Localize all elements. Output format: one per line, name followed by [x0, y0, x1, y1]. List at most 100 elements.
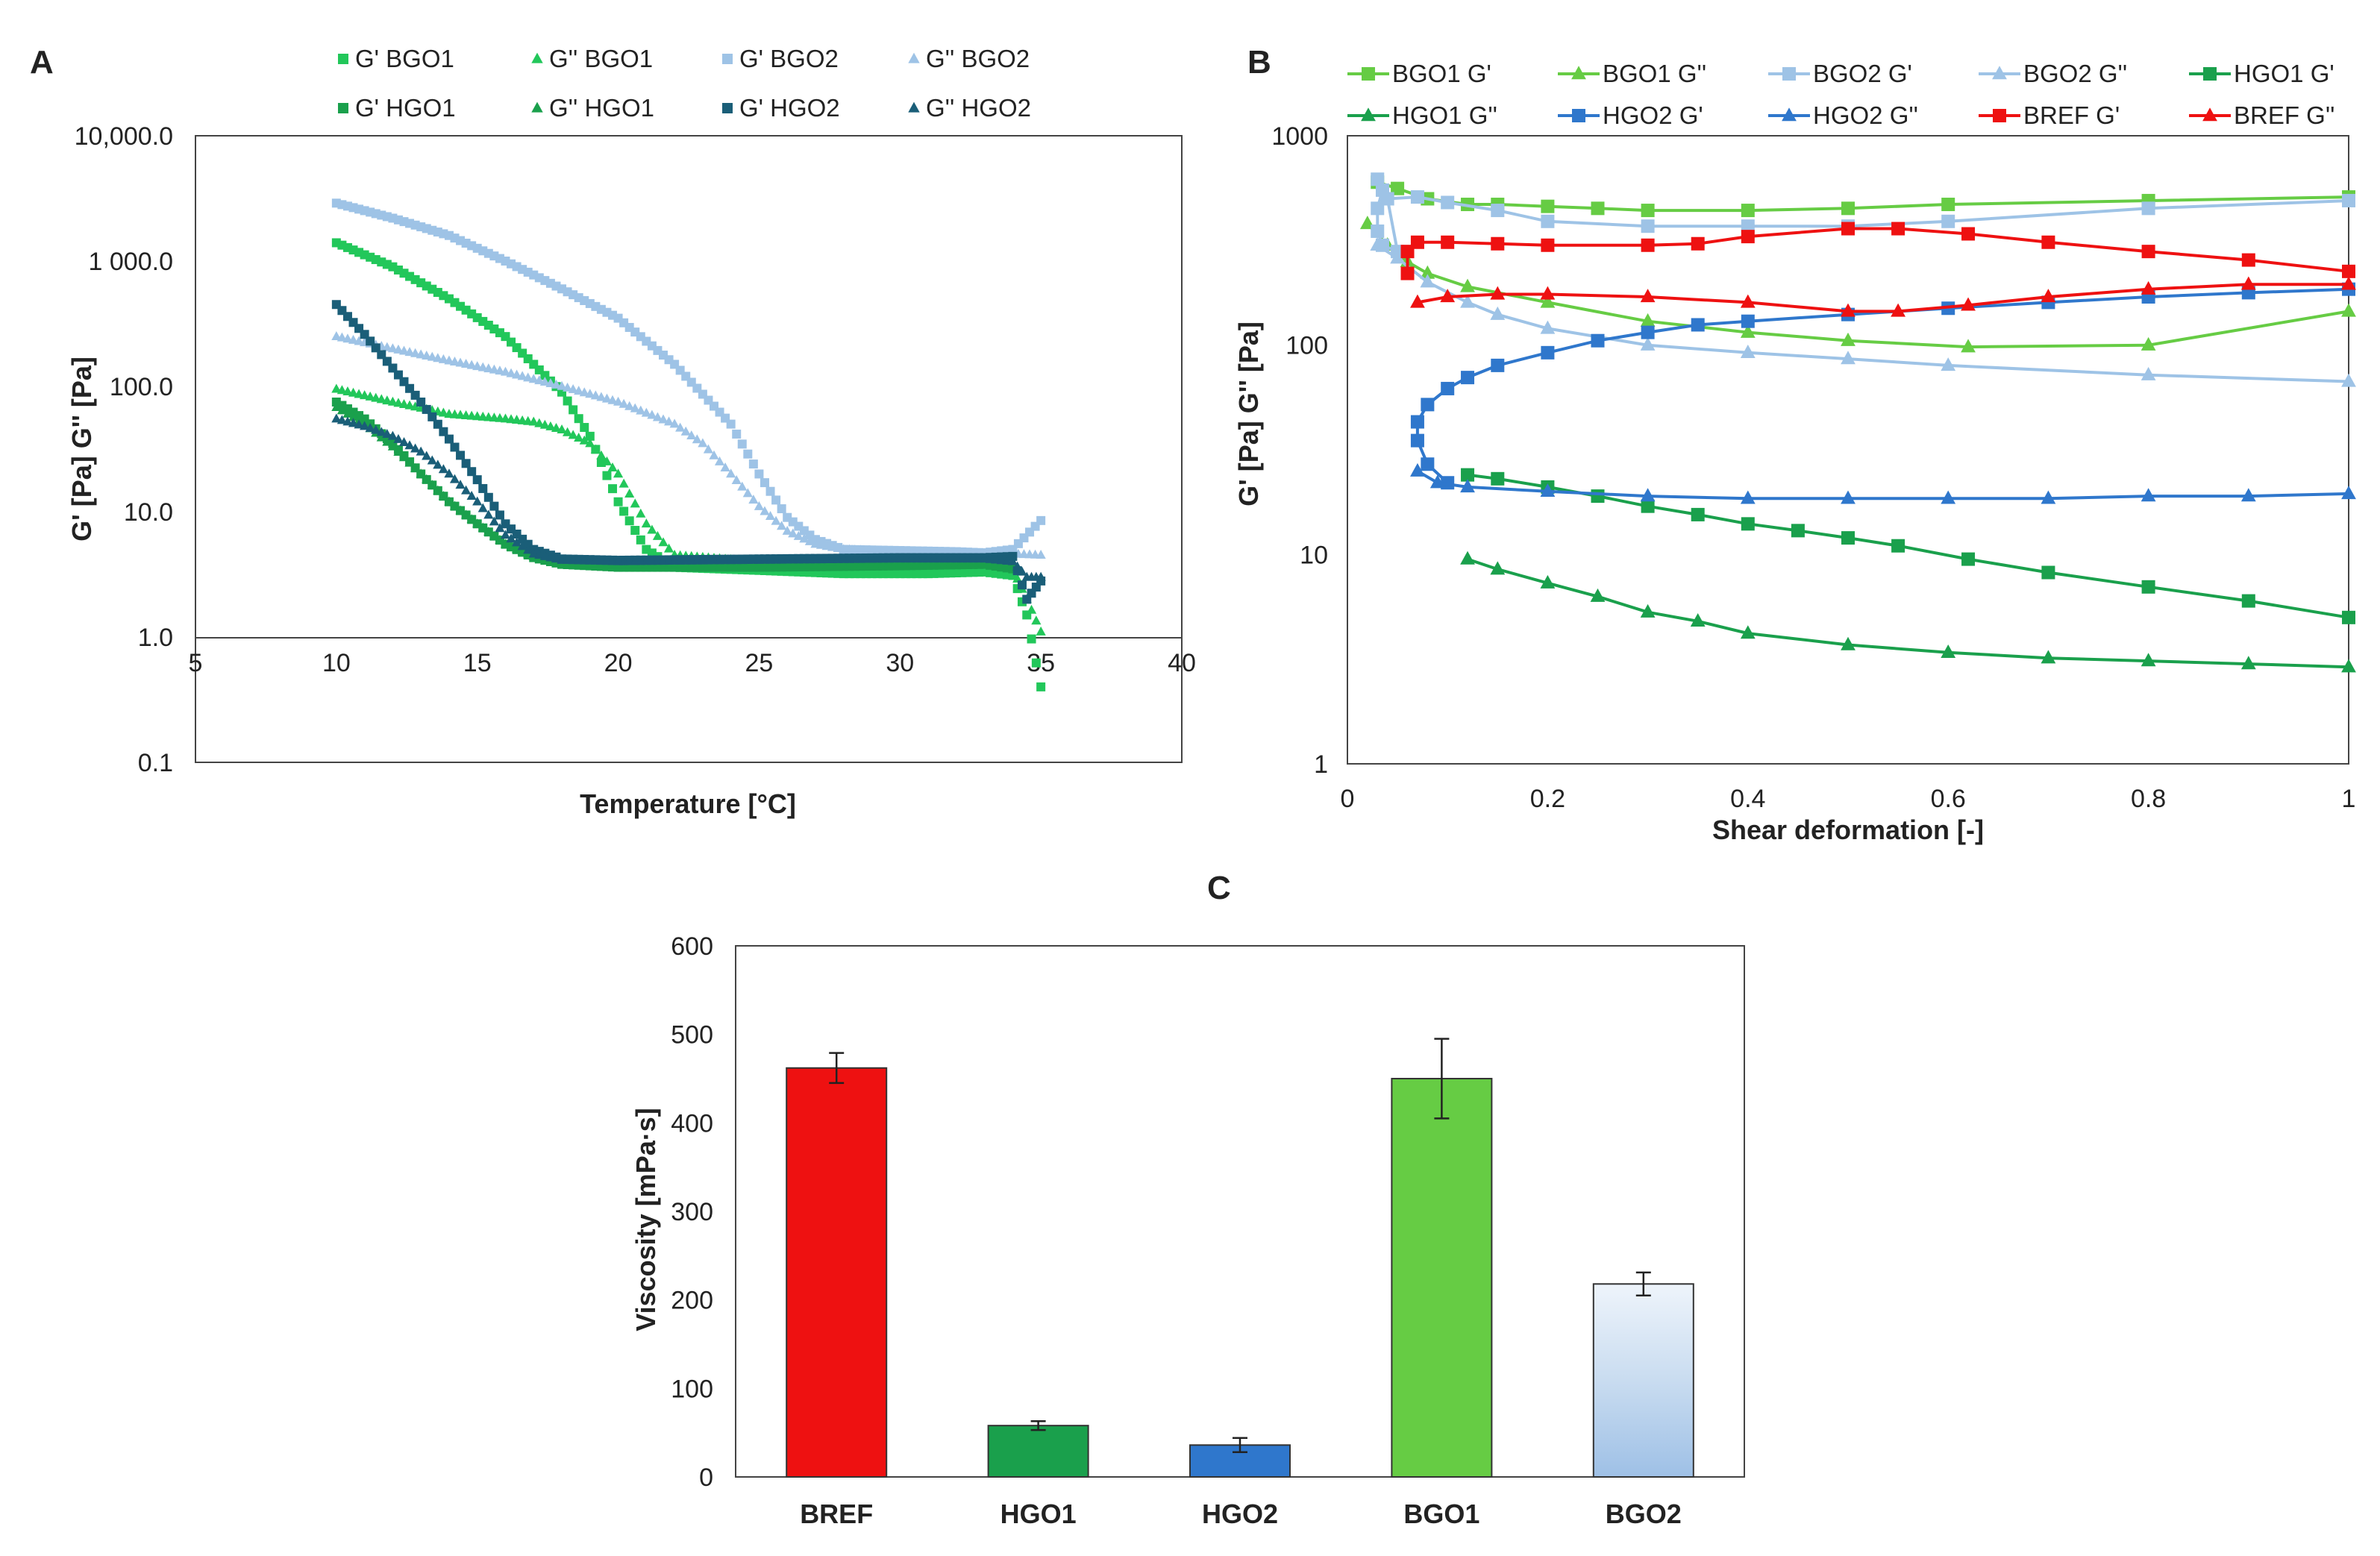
data-point: [1540, 294, 1556, 308]
data-point: [1460, 550, 1475, 565]
data-point: [1491, 471, 1505, 486]
data-point: [1390, 250, 1405, 264]
data-point: [331, 401, 342, 411]
legend-label: BREF G'': [2234, 101, 2334, 129]
data-point: [449, 357, 460, 366]
panel-a: A 10,000.0 1 000.0 100.0 10.0 1.0 0.1 5 10 15 20…: [30, 44, 1196, 819]
data-point: [489, 530, 499, 540]
data-point: [1591, 201, 1605, 216]
data-point: [562, 382, 573, 392]
legend-marker: [722, 54, 733, 64]
panel-c-x-tick-label: HGO2: [1202, 1499, 1278, 1529]
data-point: [1641, 499, 1655, 513]
data-point: [545, 552, 556, 562]
error-bar-hgo2: [1233, 1437, 1247, 1454]
panel-b-y-ticks: 1000 100 10 1: [1271, 122, 1328, 779]
data-point: [1740, 324, 1756, 338]
data-point: [1491, 236, 1505, 251]
data-point: [754, 469, 764, 479]
legend-label: BGO1 G'': [1603, 60, 1706, 87]
data-point: [1490, 561, 1506, 575]
legend-label: HGO1 G': [2234, 60, 2334, 87]
panel-c-y-tick-label: 400: [671, 1109, 713, 1138]
data-point: [562, 427, 573, 436]
data-point: [1961, 297, 1976, 311]
data-point: [1017, 566, 1027, 576]
data-point: [433, 419, 442, 429]
data-point: [472, 361, 483, 371]
data-point: [528, 374, 539, 383]
data-point: [1961, 227, 1976, 241]
panel-a-x-tick-label: 5: [189, 649, 203, 677]
data-point: [1012, 561, 1023, 571]
data-point: [472, 475, 482, 485]
data-point: [1941, 357, 1956, 371]
data-point: [680, 426, 691, 436]
panel-a-y-tick-label: 0.1: [138, 749, 173, 777]
legend-label: BGO2 G': [1813, 60, 1912, 87]
data-point: [422, 474, 432, 483]
panel-b-y-tick-label: 1000: [1271, 122, 1328, 151]
panel-c-y-axis-label: Viscosity [mPa·s]: [630, 1108, 661, 1331]
legend-marker: [1572, 109, 1585, 122]
data-point: [539, 377, 550, 386]
data-point: [2341, 303, 2356, 317]
legend-marker: [1993, 109, 2006, 122]
data-point: [404, 440, 415, 450]
data-point: [1841, 303, 1856, 317]
data-point: [433, 459, 443, 469]
data-point: [2041, 235, 2055, 249]
data-point: [585, 389, 595, 398]
data-point: [636, 535, 645, 545]
data-point: [2141, 580, 2155, 594]
data-point: [760, 506, 770, 515]
data-point: [613, 497, 623, 506]
panel-a-legend: G' BGO1 G'' BGO1 G' BGO2 G'' BGO2 G' HGO1 G''…: [338, 45, 1031, 122]
data-point: [1380, 192, 1394, 206]
data-point: [1841, 531, 1855, 545]
data-point: [1740, 345, 1756, 359]
panel-b-y-tick-label: 10: [1300, 541, 1328, 569]
data-point: [393, 446, 404, 456]
panel-a-x-tick-label: 15: [463, 649, 492, 677]
data-point: [815, 539, 827, 549]
panel-b-x-tick-label: 0: [1341, 785, 1355, 813]
data-point: [743, 449, 753, 459]
bar-bref: [786, 1067, 888, 1478]
data-point: [336, 415, 348, 424]
data-point: [422, 350, 432, 360]
panel-b-legend: BGO1 G' BGO1 G'' BGO2 G' BGO2 G'' HGO1 G' HGO…: [1347, 60, 2334, 129]
data-point: [658, 414, 668, 424]
data-point: [387, 430, 398, 440]
data-point: [500, 539, 511, 548]
panel-a-y-tick-label: 100.0: [110, 373, 173, 401]
data-point: [336, 405, 348, 415]
data-point: [393, 433, 404, 443]
data-point: [607, 395, 618, 404]
data-point: [398, 399, 410, 409]
data-point: [2241, 594, 2255, 608]
data-point: [1410, 433, 1424, 448]
data-point: [1741, 219, 1755, 233]
data-point: [1421, 457, 1435, 471]
data-point: [1031, 658, 1041, 668]
data-point: [483, 492, 493, 502]
data-point: [405, 383, 415, 393]
data-point: [388, 363, 398, 373]
data-point: [596, 450, 607, 459]
data-point: [1491, 204, 1505, 218]
data-point: [663, 543, 674, 553]
data-point: [1791, 524, 1805, 538]
data-point: [528, 416, 539, 426]
data-point: [624, 516, 634, 526]
series-bgo1-gp: [1371, 175, 2355, 218]
data-point: [1541, 345, 1555, 360]
series-bref-gp: [1400, 222, 2355, 280]
data-point: [619, 478, 629, 488]
data-point: [439, 427, 448, 436]
data-point: [2141, 488, 2156, 502]
data-point: [455, 480, 466, 489]
data-point: [376, 427, 386, 436]
data-point: [777, 504, 786, 514]
data-point: [726, 468, 736, 478]
